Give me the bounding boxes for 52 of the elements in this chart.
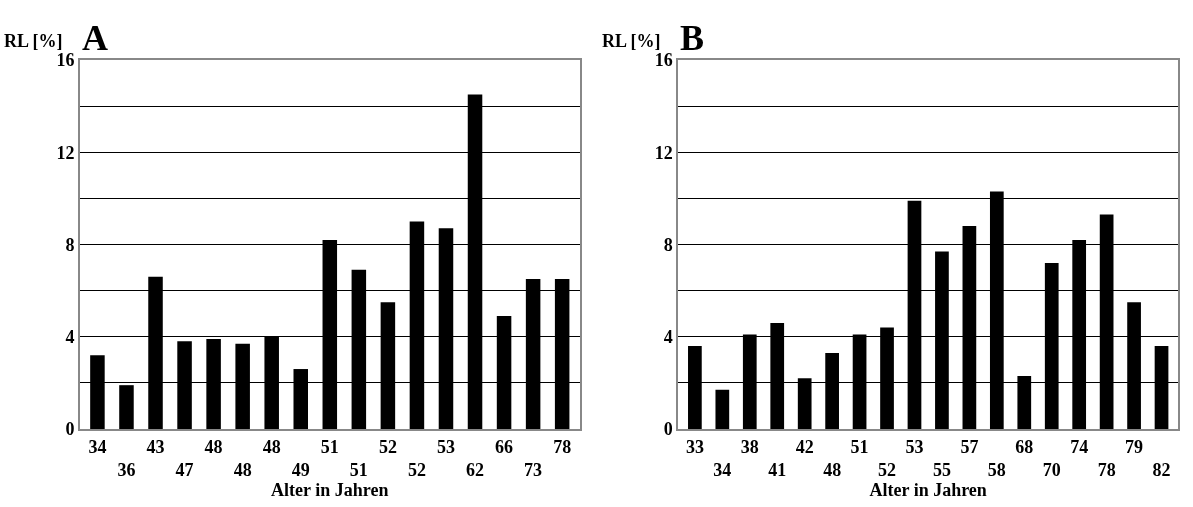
- x-tick-label: 33: [685, 436, 704, 457]
- x-tick-label: 70: [1042, 460, 1061, 480]
- x-tick-label: 52: [378, 436, 397, 457]
- chart-title: A: [82, 18, 108, 58]
- x-tick-label: 74: [1070, 436, 1089, 457]
- x-tick-label: 52: [878, 460, 897, 480]
- y-tick-label: 16: [654, 50, 673, 71]
- y-tick-label: 16: [56, 50, 75, 71]
- x-tick-label: 36: [117, 460, 136, 480]
- x-tick-label: 73: [524, 460, 543, 480]
- x-tick-label: 52: [407, 460, 426, 480]
- y-tick-label: 8: [663, 234, 673, 255]
- x-tick-label: 79: [1125, 436, 1144, 457]
- x-tick-label: 34: [713, 460, 732, 480]
- bar: [715, 389, 730, 429]
- x-tick-label: 43: [146, 436, 165, 457]
- y-tick-label: 4: [65, 327, 75, 348]
- x-tick-label: 58: [987, 460, 1006, 480]
- x-tick-label: 68: [1015, 436, 1034, 457]
- x-tick-label: 48: [262, 436, 281, 457]
- x-tick-label: 82: [1152, 460, 1171, 480]
- y-tick-label: 12: [56, 142, 75, 163]
- x-tick-label: 57: [960, 436, 979, 457]
- chart-title: B: [680, 18, 705, 58]
- y-tick-label: 0: [663, 419, 673, 440]
- x-tick-label: 78: [553, 436, 572, 457]
- y-axis-title: RL [%]: [602, 31, 661, 51]
- x-tick-label: 48: [823, 460, 842, 480]
- x-tick-label: 51: [320, 436, 339, 457]
- x-tick-label: 51: [349, 460, 368, 480]
- x-tick-label: 47: [175, 460, 194, 480]
- x-axis-title: Alter in Jahren: [271, 480, 389, 500]
- x-tick-label: 55: [932, 460, 951, 480]
- x-tick-label: 48: [204, 436, 223, 457]
- y-tick-label: 12: [654, 142, 673, 163]
- x-tick-label: 48: [233, 460, 252, 480]
- y-tick-label: 4: [663, 327, 673, 348]
- x-tick-label: 34: [88, 436, 107, 457]
- x-tick-label: 53: [436, 436, 455, 457]
- x-tick-label: 49: [291, 460, 310, 480]
- x-tick-label: 51: [850, 436, 869, 457]
- x-tick-label: 78: [1097, 460, 1116, 480]
- x-axis-title: Alter in Jahren: [869, 480, 987, 500]
- x-tick-label: 66: [495, 436, 514, 457]
- y-tick-label: 0: [65, 419, 75, 440]
- y-axis-title: RL [%]: [4, 31, 63, 51]
- x-tick-label: 53: [905, 436, 924, 457]
- x-tick-label: 42: [795, 436, 814, 457]
- x-tick-label: 38: [740, 436, 759, 457]
- y-tick-label: 8: [65, 234, 75, 255]
- x-tick-label: 62: [466, 460, 485, 480]
- x-tick-label: 41: [768, 460, 787, 480]
